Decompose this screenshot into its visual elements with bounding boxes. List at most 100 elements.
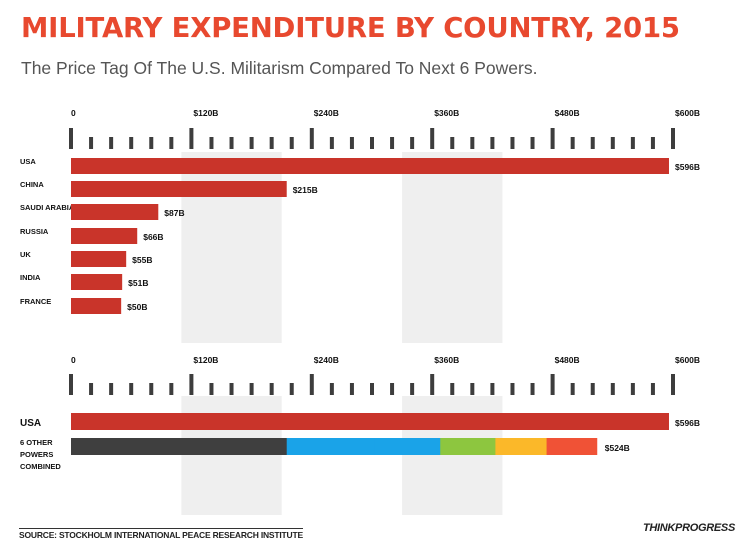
chart2-minor-tick — [530, 383, 535, 395]
chart2-tick-label: $360B — [434, 355, 459, 365]
chart1-major-tick — [69, 128, 73, 149]
chart2-minor-tick — [590, 383, 595, 395]
chart2-minor-tick — [370, 383, 374, 395]
chart2-category-label: POWERS — [20, 450, 53, 459]
chart1-bar — [71, 251, 127, 267]
chart1-value-label: $596B — [675, 162, 700, 172]
chart1-minor-tick — [129, 137, 134, 149]
chart1-minor-tick — [370, 137, 374, 149]
chart1-minor-tick — [590, 137, 595, 149]
chart1-category-label: USA — [20, 157, 36, 166]
chart1-bar — [71, 181, 287, 197]
chart2-tick-label: $120B — [193, 355, 218, 365]
chart1-major-tick — [671, 128, 675, 149]
chart2-minor-tick — [490, 383, 495, 395]
chart1-value-label: $55B — [132, 255, 152, 265]
chart1-minor-tick — [530, 137, 535, 149]
chart1-minor-tick — [329, 137, 334, 149]
chart2-usa-value-label: $596B — [675, 418, 700, 428]
chart2-minor-tick — [129, 383, 134, 395]
chart2-minor-tick — [209, 383, 214, 395]
chart2-tick-label: $600B — [675, 355, 700, 365]
chart1-minor-tick — [249, 137, 254, 149]
chart1-minor-tick — [289, 137, 294, 149]
chart2-tick-label: $240B — [314, 355, 339, 365]
chart2-minor-tick — [630, 383, 635, 395]
chart1-category-label: UK — [20, 250, 31, 259]
chart1-minor-tick — [490, 137, 495, 149]
chart1-bar — [71, 158, 669, 174]
chart2-stack-segment — [546, 438, 598, 455]
chart1-bar — [71, 228, 138, 244]
chart1-major-tick — [550, 128, 555, 149]
chart1-shade-band — [181, 152, 282, 343]
chart2-stack-segment — [440, 438, 496, 455]
chart-subtitle: The Price Tag Of The U.S. Militarism Com… — [21, 58, 538, 78]
chart1-minor-tick — [650, 137, 655, 149]
chart1-tick-label: $360B — [434, 108, 459, 118]
chart-title: MILITARY EXPENDITURE BY COUNTRY, 2015 — [21, 12, 680, 44]
chart1-minor-tick — [269, 137, 274, 149]
chart2-minor-tick — [510, 383, 515, 395]
chart2-minor-tick — [650, 383, 655, 395]
chart1-shade-band — [402, 152, 503, 343]
chart2-major-tick — [671, 374, 675, 395]
chart1-tick-label: 0 — [71, 108, 76, 118]
chart2-minor-tick — [570, 383, 575, 395]
chart1-tick-label: $600B — [675, 108, 700, 118]
chart2-minor-tick — [149, 383, 154, 395]
chart2-category-label: COMBINED — [20, 462, 61, 471]
chart2-minor-tick — [89, 383, 94, 395]
chart2-minor-tick — [610, 383, 615, 395]
chart2-minor-tick — [229, 383, 234, 395]
chart1-tick-label: $240B — [314, 108, 339, 118]
chart2-minor-tick — [470, 383, 475, 395]
chart1-minor-tick — [209, 137, 214, 149]
chart1-minor-tick — [570, 137, 575, 149]
chart1-bar — [71, 298, 122, 314]
chart1-value-label: $215B — [293, 185, 318, 195]
chart1-tick-label: $480B — [555, 108, 580, 118]
chart1-major-tick — [430, 128, 435, 149]
chart2-stack-segment — [374, 438, 441, 455]
chart2-minor-tick — [169, 383, 174, 395]
source-note: SOURCE: STOCKHOLM INTERNATIONAL PEACE RE… — [19, 528, 303, 540]
chart2-major-tick — [69, 374, 73, 395]
chart2-tick-label: $480B — [555, 355, 580, 365]
chart1-value-label: $66B — [143, 232, 163, 242]
chart2-major-tick — [430, 374, 435, 395]
chart2-stack-segment — [286, 438, 375, 455]
chart2-minor-tick — [450, 383, 455, 395]
chart2-minor-tick — [410, 383, 415, 395]
chart1-minor-tick — [169, 137, 174, 149]
chart2-major-tick — [189, 374, 194, 395]
chart1-minor-tick — [470, 137, 475, 149]
chart1-minor-tick — [229, 137, 234, 149]
chart1-category-label: CHINA — [20, 180, 44, 189]
chart2-minor-tick — [390, 383, 395, 395]
chart1-minor-tick — [630, 137, 635, 149]
chart1-minor-tick — [450, 137, 455, 149]
chart1-tick-label: $120B — [193, 108, 218, 118]
chart2-stack-total-label: $524B — [605, 443, 630, 453]
brand-logo: THINKPROGRESS — [642, 522, 735, 534]
chart2-category-label: USA — [20, 418, 41, 429]
chart2-usa-bar — [71, 413, 669, 430]
chart1-minor-tick — [610, 137, 615, 149]
chart2-minor-tick — [269, 383, 274, 395]
chart2-minor-tick — [249, 383, 254, 395]
chart1-minor-tick — [349, 137, 354, 149]
chart1-minor-tick — [89, 137, 94, 149]
chart2-major-tick — [550, 374, 555, 395]
chart1-major-tick — [309, 128, 314, 149]
chart1-category-label: FRANCE — [20, 297, 51, 306]
chart1-minor-tick — [390, 137, 395, 149]
chart1-minor-tick — [510, 137, 515, 149]
chart2-category-label: 6 OTHER — [20, 438, 53, 447]
chart2-minor-tick — [109, 383, 114, 395]
chart1-value-label: $51B — [128, 278, 148, 288]
chart1-category-label: SAUDI ARABIA — [20, 203, 75, 212]
chart2-minor-tick — [289, 383, 294, 395]
chart2-minor-tick — [329, 383, 334, 395]
